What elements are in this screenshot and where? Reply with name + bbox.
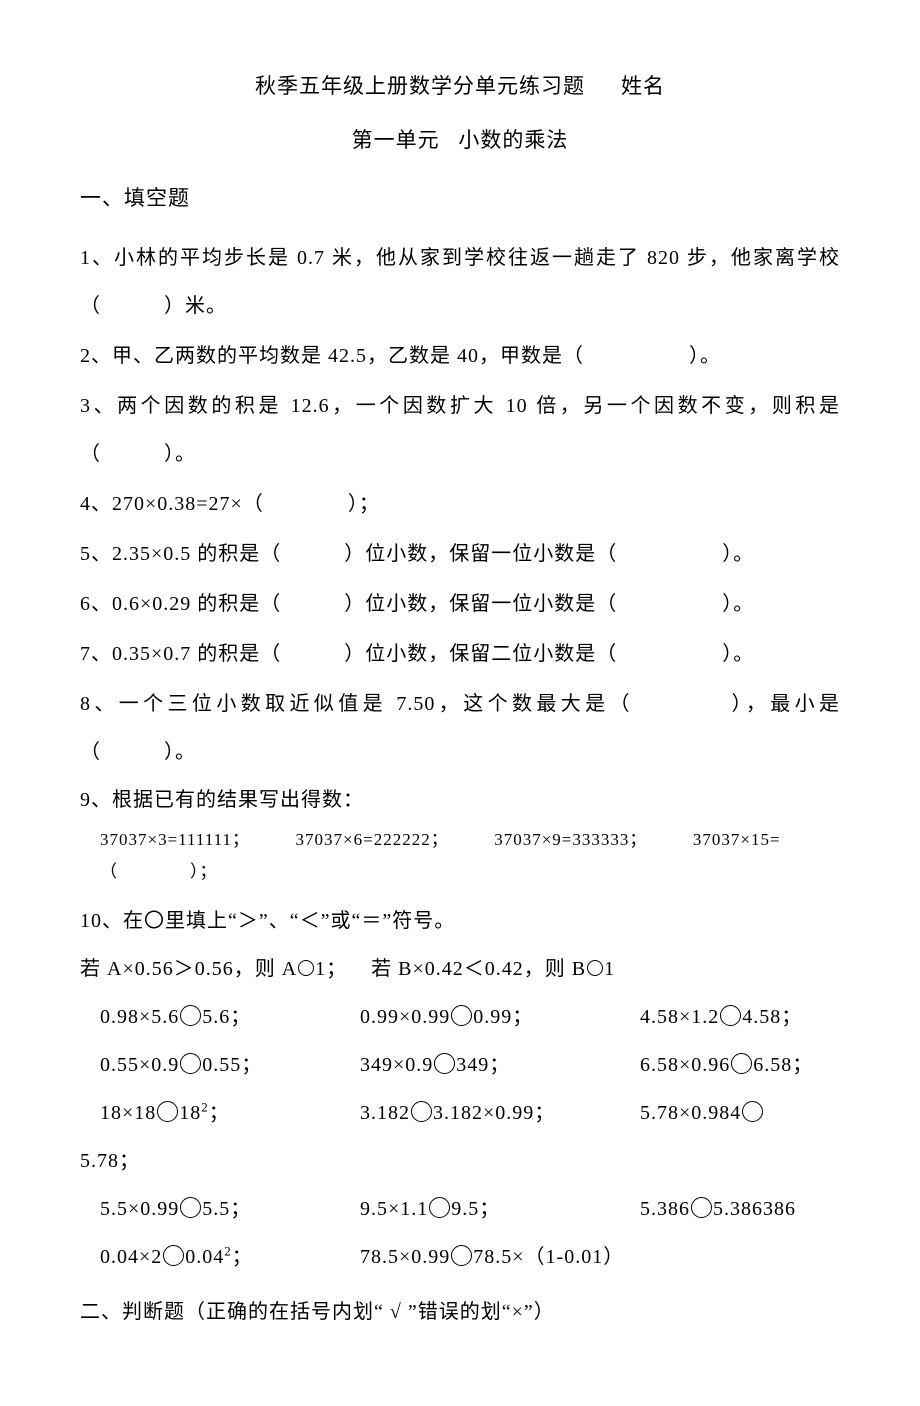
compare-circle-icon [298,960,314,976]
compare-circle-icon [720,1005,741,1026]
compare-circle-icon [180,1005,201,1026]
question-9-sub: 37037×3=111111； 37037×6=222222； 37037×9=… [100,824,840,889]
cmp-expr: 3.182 [360,1102,410,1124]
cmp-rhs: 18 [179,1102,201,1124]
q10-b-tail: 1 [604,958,615,980]
cmp-tail: ； [209,1102,230,1124]
compare-circle-icon [163,1245,184,1266]
compare-circle-icon [742,1101,763,1122]
cmp-rhs: 5.6； [202,1006,251,1028]
cmp-expr: 349×0.9 [360,1054,433,1076]
cmp-rhs: 9.5； [451,1198,500,1220]
q10-a-tail: 1； [315,958,347,980]
name-label: 姓名 [621,74,665,98]
cmp-expr: 0.04×2 [100,1246,162,1268]
cmp-rhs: 78.5×（1-0.01） [473,1246,624,1268]
page-subtitle: 第一单元 小数的乘法 [80,124,840,154]
question-10-lead: 10、在〇里填上“＞”、“＜”或“＝”符号。 [80,899,840,943]
section-2-heading: 二、判断题（正确的在括号内划“ √ ”错误的划“×”） [80,1295,840,1324]
cmp-expr: 0.98×5.6 [100,1006,179,1028]
cmp-expr: 9.5×1.1 [360,1198,428,1220]
cmp-rhs: 0.55； [202,1054,262,1076]
compare-circle-icon [587,960,603,976]
compare-row-4: 5.5×0.99 5.5； 9.5×1.1 9.5； 5.386 5.386386 [100,1185,840,1233]
compare-circle-icon [451,1005,472,1026]
superscript: 2 [201,1099,209,1114]
compare-circle-icon [411,1101,432,1122]
page-title-line: 秋季五年级上册数学分单元练习题 姓名 [80,70,840,100]
cmp-expr: 0.99×0.99 [360,1006,450,1028]
question-1: 1、小林的平均步长是 0.7 米，他从家到学校往返一趟走了 820 步，他家离学… [80,234,840,330]
compare-circle-icon [157,1101,178,1122]
compare-row-3-tail: 5.78； [80,1137,840,1185]
cmp-rhs: 0.04 [185,1246,224,1268]
cmp-rhs: 4.58； [742,1006,802,1028]
cmp-rhs: 6.58； [753,1054,813,1076]
compare-circle-icon [691,1197,712,1218]
cmp-tail: ； [232,1246,253,1268]
compare-row-3: 18×18 182； 3.182 3.182×0.99； 5.78×0.984 [100,1089,840,1137]
compare-row-1: 0.98×5.6 5.6； 0.99×0.99 0.99； 4.58×1.2 4.58… [100,993,840,1041]
question-2: 2、甲、乙两数的平均数是 42.5，乙数是 40，甲数是（ ）。 [80,332,840,380]
cmp-expr: 4.58×1.2 [640,1006,719,1028]
section-1-heading: 一、填空题 [80,182,840,212]
q10-a-text: 若 A×0.56＞0.56，则 A [80,958,297,980]
compare-circle-icon [434,1053,455,1074]
cmp-expr: 0.55×0.9 [100,1054,179,1076]
superscript: 2 [224,1243,232,1258]
cmp-expr: 5.78×0.984 [640,1102,741,1124]
question-4: 4、270×0.38=27×（ ）； [80,480,840,528]
cmp-rhs: 3.182×0.99； [433,1102,555,1124]
compare-circle-icon [180,1197,201,1218]
question-8: 8、一个三位小数取近似值是 7.50，这个数最大是（ ），最小是（ ）。 [80,680,840,776]
cmp-expr: 5.386 [640,1198,690,1220]
cmp-rhs: 349； [456,1054,510,1076]
cmp-expr: 5.5×0.99 [100,1198,179,1220]
cmp-rhs: 5.386386 [713,1198,796,1220]
question-3: 3、两个因数的积是 12.6，一个因数扩大 10 倍，另一个因数不变，则积是（ … [80,382,840,478]
cmp-rhs: 0.99； [473,1006,533,1028]
q10-b-text: 若 B×0.42＜0.42，则 B [371,958,586,980]
worksheet-page: 秋季五年级上册数学分单元练习题 姓名 第一单元 小数的乘法 一、填空题 1、小林的… [0,0,920,1406]
compare-row-2: 0.55×0.9 0.55； 349×0.9 349； 6.58×0.96 6.58； [100,1041,840,1089]
question-5: 5、2.35×0.5 的积是（ ）位小数，保留一位小数是（ ）。 [80,530,840,578]
question-6: 6、0.6×0.29 的积是（ ）位小数，保留一位小数是（ ）。 [80,580,840,628]
cmp-expr: 18×18 [100,1102,156,1124]
question-10-ab: 若 A×0.56＞0.56，则 A 1； 若 B×0.42＜0.42，则 B 1 [80,945,840,993]
compare-circle-icon [429,1197,450,1218]
cmp-rhs: 5.5； [202,1198,251,1220]
compare-circle-icon [180,1053,201,1074]
question-7: 7、0.35×0.7 的积是（ ）位小数，保留二位小数是（ ）。 [80,630,840,678]
compare-circle-icon [731,1053,752,1074]
unit-label: 第一单元 [352,128,440,152]
page-title: 秋季五年级上册数学分单元练习题 [255,74,585,98]
cmp-expr: 6.58×0.96 [640,1054,730,1076]
cmp-expr: 78.5×0.99 [360,1246,450,1268]
compare-circle-icon [451,1245,472,1266]
question-9-lead: 9、根据已有的结果写出得数： [80,778,840,822]
topic-label: 小数的乘法 [458,128,568,152]
compare-row-5: 0.04×2 0.042； 78.5×0.99 78.5×（1-0.01） [100,1233,840,1281]
